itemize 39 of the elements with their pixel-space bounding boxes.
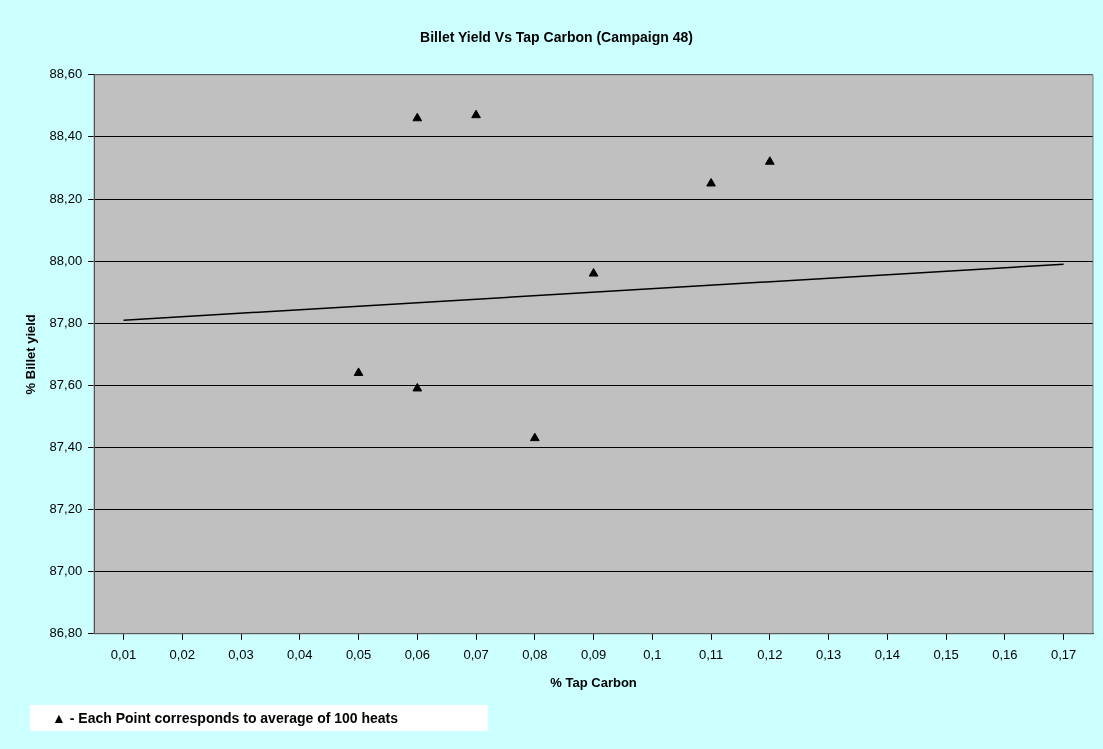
y-tick-label: 88,20 (49, 190, 83, 206)
point (471, 109, 481, 119)
x-tick-label: 0,17 (1050, 647, 1077, 663)
x-tick-label: 0,05 (345, 647, 372, 663)
point (353, 367, 364, 376)
x-tick-label: 0,07 (463, 647, 489, 663)
point (706, 177, 716, 187)
x-tick-label: 0,03 (228, 647, 254, 663)
y-tick-label: 87,80 (49, 314, 83, 330)
point (529, 432, 540, 442)
x-tick-label: 0,11 (698, 647, 724, 663)
y-tick-label: 87,20 (49, 501, 83, 517)
x-tick-label: 0,12 (757, 647, 783, 663)
point (412, 112, 423, 122)
x-tick-label: 0,16 (992, 647, 1018, 663)
y-tick-label: 87,40 (49, 439, 83, 455)
x-tick-label: 0,14 (874, 647, 901, 663)
y-tick-label: 86,80 (49, 625, 83, 641)
x-tick-label: 0,04 (287, 647, 313, 663)
y-tick-label: 88,60 (49, 66, 83, 82)
x-tick-label: 0,13 (815, 647, 842, 663)
text: ▲ - Each Point corresponds to average of 100 heats (30, 705, 489, 731)
x-tick-label: 0,15 (933, 647, 959, 663)
x-axis-title: % Tap Carbon (550, 674, 637, 690)
chart-title: Billet Yield Vs Tap Carbon (Campaign 48) (420, 29, 693, 46)
x-tick-label: 0,08 (522, 647, 548, 663)
point (588, 268, 599, 277)
x-tick-label: 0,09 (580, 647, 607, 663)
point (412, 382, 423, 392)
y-tick-label: 87,00 (49, 563, 83, 579)
x-tick-label: 0,02 (169, 647, 195, 663)
y-tick-label: 88,00 (49, 252, 83, 268)
point (765, 156, 775, 165)
y-tick-label: 87,60 (49, 376, 83, 392)
y-tick-label: 88,40 (49, 128, 83, 144)
x-tick-label: 0,01 (110, 647, 137, 663)
x-tick-label: 0,06 (404, 647, 430, 663)
y-axis-title: % Billet yield (23, 314, 39, 395)
x-tick-label: 0,1 (643, 647, 662, 663)
